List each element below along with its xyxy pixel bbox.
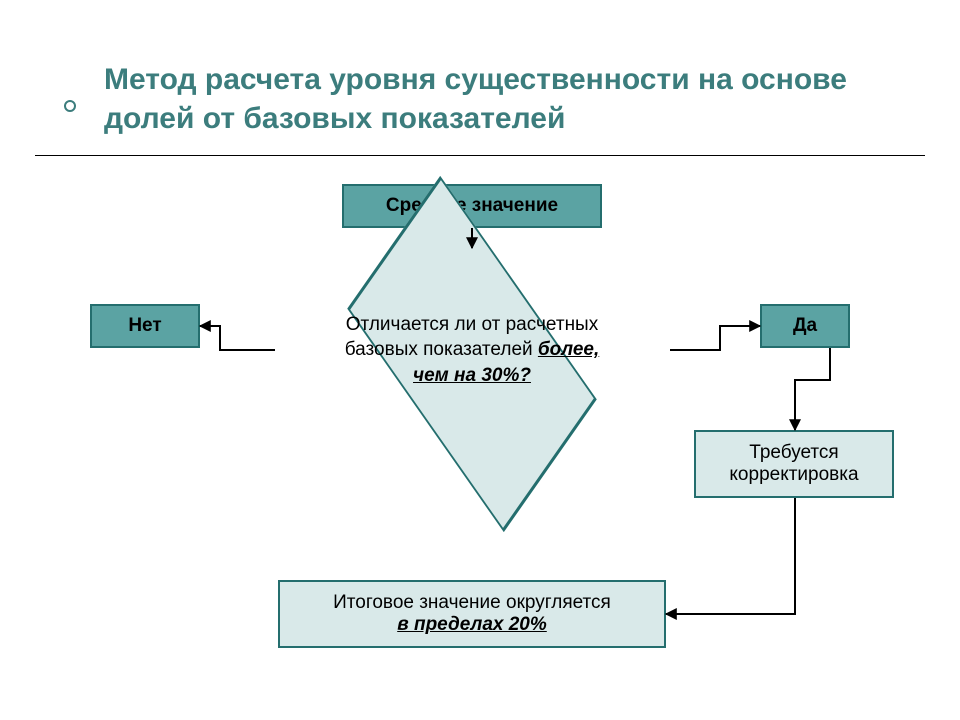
node-no: Нет xyxy=(90,304,200,348)
node-yes-label: Да xyxy=(793,315,817,337)
title-bullet xyxy=(64,100,76,112)
node-decision: Отличается ли от расчетных базовых показ… xyxy=(310,252,634,448)
slide-title: Метод расчета уровня существенности на о… xyxy=(104,60,900,138)
final-text-emph: в пределах 20% xyxy=(397,614,547,635)
node-avg-label: Среднее значение xyxy=(386,195,558,217)
node-final: Итоговое значение округляется в пределах… xyxy=(278,580,666,648)
title-rule xyxy=(35,155,925,156)
node-yes: Да xyxy=(760,304,850,348)
node-decision-label: Отличается ли от расчетных базовых показ… xyxy=(310,252,634,448)
node-adjust: Требуется корректировка xyxy=(694,430,894,498)
node-adjust-label: Требуется корректировка xyxy=(706,442,882,486)
final-text-plain: Итоговое значение округляется xyxy=(333,592,611,613)
node-no-label: Нет xyxy=(128,315,161,337)
